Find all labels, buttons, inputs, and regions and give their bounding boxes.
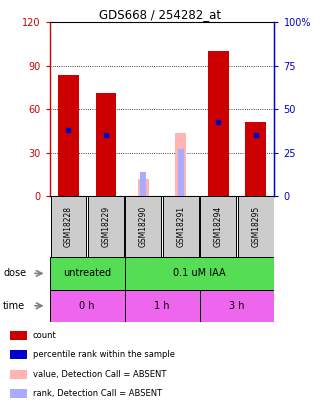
Bar <box>50 290 125 322</box>
Text: percentile rank within the sample: percentile rank within the sample <box>33 350 175 359</box>
Text: rank, Detection Call = ABSENT: rank, Detection Call = ABSENT <box>33 389 162 398</box>
Text: time: time <box>3 301 25 311</box>
Text: GDS668 / 254282_at: GDS668 / 254282_at <box>100 8 221 21</box>
Text: GSM18294: GSM18294 <box>214 206 223 247</box>
Bar <box>50 257 125 290</box>
Bar <box>125 290 200 322</box>
Bar <box>10 331 27 340</box>
Bar <box>163 196 199 257</box>
Text: GSM18291: GSM18291 <box>176 206 185 247</box>
Text: 0 h: 0 h <box>80 301 95 311</box>
Text: count: count <box>33 331 56 340</box>
Bar <box>50 196 86 257</box>
Text: 0.1 uM IAA: 0.1 uM IAA <box>173 269 226 278</box>
Bar <box>141 172 146 196</box>
Bar <box>138 179 149 196</box>
Bar <box>208 51 229 196</box>
Text: GSM18290: GSM18290 <box>139 206 148 247</box>
Bar <box>10 389 27 398</box>
Text: untreated: untreated <box>63 269 111 278</box>
Bar <box>96 94 116 196</box>
Bar <box>10 369 27 379</box>
Bar <box>88 196 124 257</box>
Text: GSM18295: GSM18295 <box>251 206 260 247</box>
Bar <box>178 149 184 196</box>
Bar <box>200 290 274 322</box>
Bar <box>175 132 187 196</box>
Text: 3 h: 3 h <box>229 301 245 311</box>
Text: value, Detection Call = ABSENT: value, Detection Call = ABSENT <box>33 370 166 379</box>
Text: dose: dose <box>3 269 26 278</box>
Bar <box>126 196 161 257</box>
Bar <box>200 196 236 257</box>
Text: GSM18228: GSM18228 <box>64 206 73 247</box>
Bar <box>58 75 79 196</box>
Bar <box>125 257 274 290</box>
Bar <box>10 350 27 360</box>
Bar <box>246 122 266 196</box>
Text: 1 h: 1 h <box>154 301 170 311</box>
Bar <box>238 196 274 257</box>
Text: GSM18229: GSM18229 <box>101 206 110 247</box>
